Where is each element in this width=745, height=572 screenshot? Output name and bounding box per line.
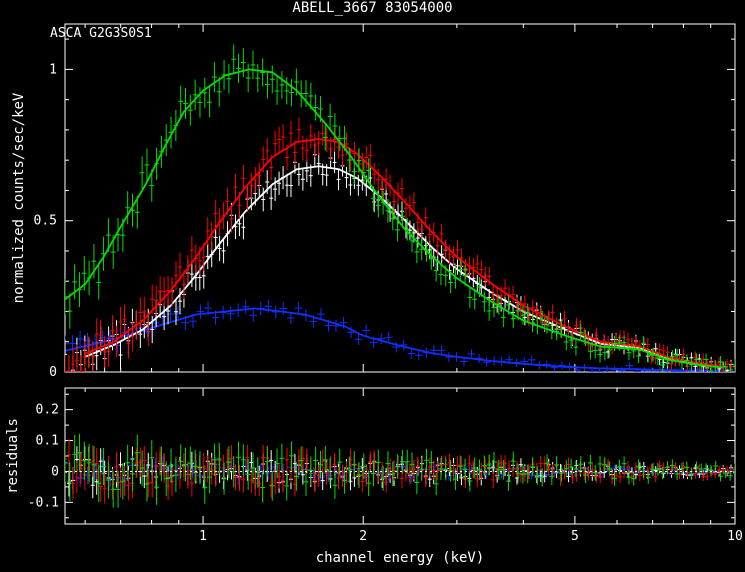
xaxis-label: channel energy (keV) (316, 550, 485, 566)
xtick-label: 10 (727, 529, 743, 544)
plot-title: ABELL_3667 83054000 (292, 0, 452, 16)
ytick-bot-label: 0.2 (36, 403, 59, 418)
ytick-top-label: 0.5 (34, 214, 57, 229)
yaxis-bot-label: residuals (5, 418, 21, 494)
xtick-label: 2 (359, 529, 367, 544)
ytick-bot-label: 0 (51, 464, 59, 479)
ytick-top-label: 0 (49, 365, 57, 380)
ytick-bot-label: -0.1 (28, 495, 59, 510)
plot-bg (0, 0, 745, 572)
spectrum-chart: ABELL_3667 83054000ASCA G2G3S0S11251000.… (0, 0, 745, 572)
ytick-bot-label: 0.1 (36, 434, 59, 449)
yaxis-top-label: normalized counts/sec/keV (11, 92, 27, 303)
ytick-top-label: 1 (49, 62, 57, 77)
xtick-label: 5 (571, 529, 579, 544)
xtick-label: 1 (199, 529, 207, 544)
